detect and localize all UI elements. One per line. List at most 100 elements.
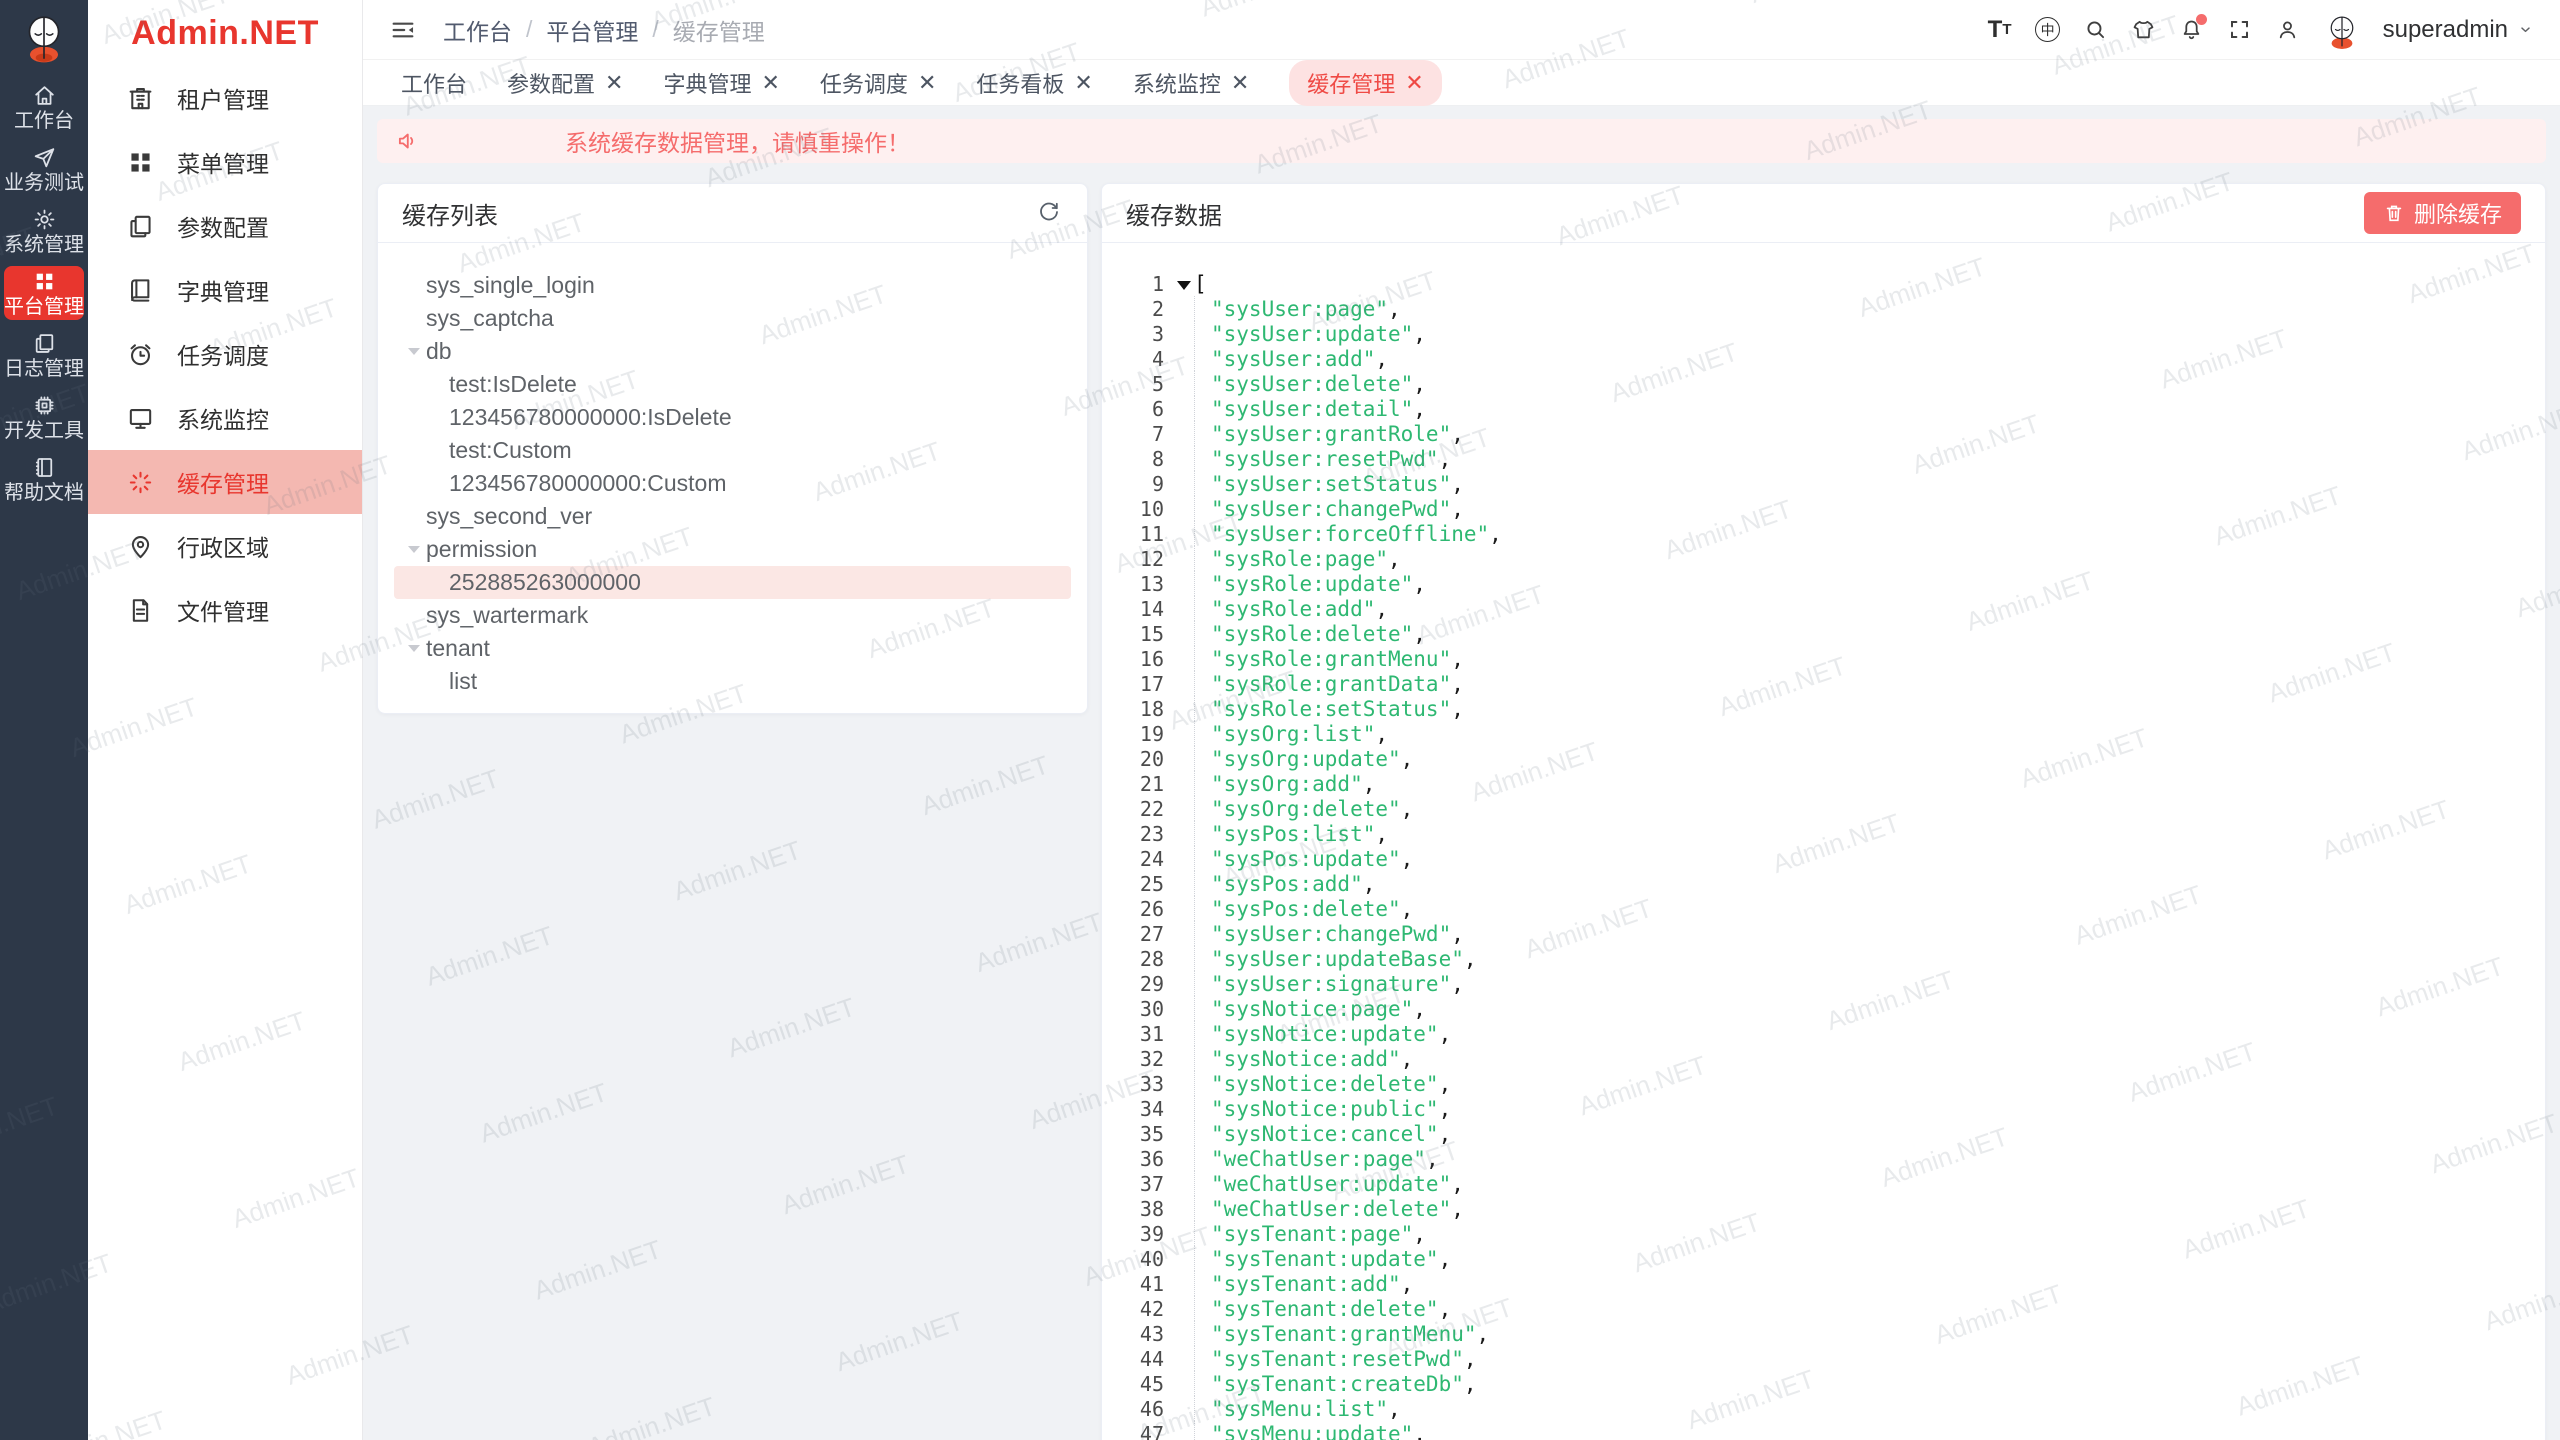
line-number: 15 xyxy=(1139,621,1164,646)
tree-node-label: 123456780000000:IsDelete xyxy=(449,404,732,430)
user-icon[interactable] xyxy=(2275,17,2301,43)
tab-4[interactable]: 任务调度 ✕ xyxy=(820,67,936,99)
tab-close-icon[interactable]: ✕ xyxy=(917,69,937,95)
sidebar: Admin.NET 租户管理 菜单管理 参数配置 字典管理 任务调度 系统监控 缓存管理 行政… xyxy=(88,0,363,1440)
menu-grid-icon xyxy=(131,152,150,172)
line-number: 1 xyxy=(1151,271,1164,296)
tree-node-test:IsDelete[interactable]: test:IsDelete xyxy=(394,368,1071,401)
breadcrumb-item-2[interactable]: 平台管理 xyxy=(546,18,639,45)
rail-item-label: 日志管理 xyxy=(4,358,84,380)
sidebar-item-2[interactable]: 菜单管理 xyxy=(88,130,362,194)
tree-node-tenant[interactable]: tenant xyxy=(394,632,1071,665)
line-number: 42 xyxy=(1139,1296,1164,1321)
line-number: 28 xyxy=(1139,946,1164,971)
tab-close-icon[interactable]: ✕ xyxy=(761,69,780,95)
tree-node-test:Custom[interactable]: test:Custom xyxy=(394,434,1071,467)
line-number: 22 xyxy=(1139,796,1164,821)
tree-node-sys_single_login[interactable]: sys_single_login xyxy=(394,269,1071,302)
grid-icon xyxy=(36,273,52,290)
copy-doc-icon xyxy=(35,334,53,353)
tree-node-sys_captcha[interactable]: sys_captcha xyxy=(394,302,1071,335)
code-line-43: 43 "sysTenant:grantMenu", xyxy=(1130,1321,2545,1346)
rail-item-3[interactable]: 系统管理 xyxy=(4,204,84,258)
code-line-13: 13 "sysRole:update", xyxy=(1130,571,2545,596)
rail-item-label: 工作台 xyxy=(14,110,74,132)
sidebar-nav: 租户管理菜单管理参数配置字典管理任务调度 系统监控 缓存管理行政区域文件管理 xyxy=(88,66,362,642)
tab-7[interactable]: 缓存管理 ✕ xyxy=(1289,59,1442,106)
sidebar-item-1[interactable]: 租户管理 xyxy=(88,66,362,130)
rail-item-6[interactable]: 开发工具 xyxy=(4,390,84,444)
cache-data-panel: 缓存数据 删除缓存 1[2 "sysUser:page", 3 "sysUser:up… xyxy=(1101,183,2546,1440)
sidebar-item-4[interactable]: 字典管理 xyxy=(88,258,362,322)
bell-icon[interactable] xyxy=(2179,13,2207,43)
rail-item-2[interactable]: 业务测试 xyxy=(4,142,84,196)
sidebar-fold-icon[interactable] xyxy=(389,15,419,45)
location-pin-icon xyxy=(131,535,150,558)
delete-cache-button[interactable]: 删除缓存 xyxy=(2363,192,2521,234)
rail-item-7[interactable]: 帮助文档 xyxy=(4,452,84,506)
code-line-34: 34 "sysNotice:public", xyxy=(1130,1096,2545,1121)
rail-item-1[interactable]: 工作台 xyxy=(4,80,84,134)
json-viewer: 1[2 "sysUser:page", 3 "sysUser:update", 4 "sy… xyxy=(1102,243,2545,1440)
tab-5[interactable]: 任务看板 ✕ xyxy=(976,67,1092,99)
user-menu[interactable]: superadmin xyxy=(2383,16,2534,44)
line-number: 2 xyxy=(1151,296,1164,321)
tab-close-icon[interactable]: ✕ xyxy=(605,69,624,95)
theme-shirt-icon[interactable] xyxy=(2131,17,2157,43)
sidebar-item-5[interactable]: 任务调度 xyxy=(88,322,362,386)
sidebar-item-label: 字典管理 xyxy=(177,279,269,305)
copy-doc-icon xyxy=(130,215,151,237)
tree-node-123456780000000:Custom[interactable]: 123456780000000:Custom xyxy=(394,467,1071,500)
sidebar-item-label: 行政区域 xyxy=(177,535,269,561)
sidebar-item-label: 参数配置 xyxy=(177,215,269,241)
language-icon[interactable]: 中 xyxy=(2035,17,2061,43)
tab-6[interactable]: 系统监控 ✕ xyxy=(1133,67,1249,99)
breadcrumb-separator: / xyxy=(652,16,659,42)
fullscreen-icon[interactable] xyxy=(2227,17,2253,43)
notification-dot xyxy=(2195,13,2207,25)
code-line-23: 23 "sysPos:list", xyxy=(1130,821,2545,846)
tab-2[interactable]: 参数配置 ✕ xyxy=(507,67,623,99)
tree-expand-icon[interactable] xyxy=(408,645,426,652)
tab-1[interactable]: 工作台 xyxy=(401,67,467,99)
tree-node-permission[interactable]: permission xyxy=(394,533,1071,566)
line-number: 21 xyxy=(1139,771,1164,796)
cache-data-title: 缓存数据 xyxy=(1126,202,1222,230)
line-number: 44 xyxy=(1139,1346,1164,1371)
avatar[interactable] xyxy=(2322,10,2361,49)
sidebar-item-7[interactable]: 缓存管理 xyxy=(88,450,362,514)
tree-node-sys_second_ver[interactable]: sys_second_ver xyxy=(394,500,1071,533)
sidebar-item-9[interactable]: 文件管理 xyxy=(88,578,362,642)
tree-node-sys_wartermark[interactable]: sys_wartermark xyxy=(394,599,1071,632)
tab-close-icon[interactable]: ✕ xyxy=(1405,69,1424,95)
tree-expand-icon[interactable] xyxy=(408,546,426,553)
dictionary-book-icon xyxy=(131,278,150,302)
rail-item-4[interactable]: 平台管理 xyxy=(4,266,84,320)
line-number: 24 xyxy=(1139,846,1164,871)
sidebar-item-6[interactable]: 系统监控 xyxy=(88,386,362,450)
search-icon[interactable] xyxy=(2083,17,2109,43)
tree-node-252885263000000[interactable]: 252885263000000 xyxy=(394,566,1071,599)
tree-expand-icon[interactable] xyxy=(408,348,426,355)
tab-3[interactable]: 字典管理 ✕ xyxy=(663,67,779,99)
rail-item-5[interactable]: 日志管理 xyxy=(4,328,84,382)
sidebar-item-label: 租户管理 xyxy=(177,87,269,113)
line-number: 19 xyxy=(1139,721,1164,746)
breadcrumb-separator: / xyxy=(526,16,533,42)
refresh-icon[interactable] xyxy=(1037,200,1063,226)
line-number: 46 xyxy=(1139,1396,1164,1421)
code-line-22: 22 "sysOrg:delete", xyxy=(1130,796,2545,821)
logo-mascot-icon[interactable] xyxy=(16,8,72,68)
sidebar-item-3[interactable]: 参数配置 xyxy=(88,194,362,258)
line-number: 40 xyxy=(1139,1246,1164,1271)
collapse-caret-icon[interactable] xyxy=(1177,280,1191,290)
tab-close-icon[interactable]: ✕ xyxy=(1230,69,1250,95)
tree-node-123456780000000:IsDelete[interactable]: 123456780000000:IsDelete xyxy=(394,401,1071,434)
tree-node-db[interactable]: db xyxy=(394,335,1071,368)
line-number: 29 xyxy=(1139,971,1164,996)
sidebar-item-8[interactable]: 行政区域 xyxy=(88,514,362,578)
breadcrumb-item-1[interactable]: 工作台 xyxy=(443,18,512,45)
tab-close-icon[interactable]: ✕ xyxy=(1074,69,1093,95)
tree-node-list[interactable]: list xyxy=(394,665,1071,698)
